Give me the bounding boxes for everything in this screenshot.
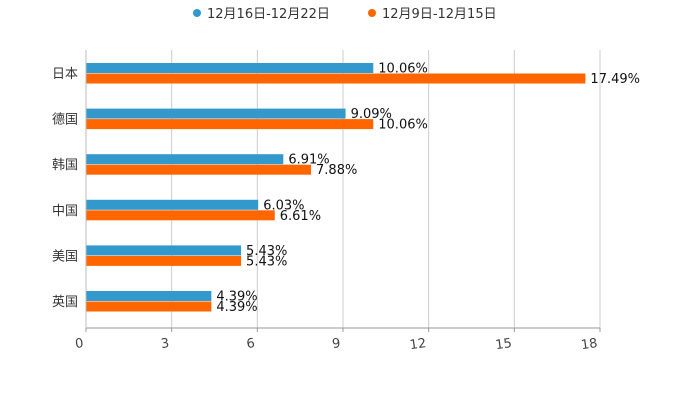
bar-2-5 [86, 255, 242, 266]
x-tick-label-9: 9 [331, 336, 341, 352]
bar-1-5 [86, 245, 242, 256]
data-label-2-2: 10.06% [378, 118, 428, 133]
category-label-1: 日本 [52, 67, 78, 82]
bars [86, 63, 586, 312]
bar-1-2 [86, 108, 346, 119]
x-tick-label-18: 18 [580, 336, 598, 353]
legend-marker-2 [368, 9, 376, 17]
legend-label-2: 12月9日-12月15日 [382, 7, 497, 22]
legend-marker-1 [193, 9, 201, 17]
bar-2-4 [86, 210, 275, 221]
x-axis: 0 3 6 9 12 15 18 [74, 50, 601, 353]
bar-2-1 [86, 73, 586, 84]
data-label-1-1: 10.06% [378, 62, 428, 77]
x-tick-label-6: 6 [246, 336, 256, 352]
gridlines [171, 50, 601, 328]
x-tick-label-15: 15 [494, 336, 512, 353]
data-label-1-5: 5.43% [246, 244, 287, 259]
category-label-2: 德国 [52, 113, 78, 128]
data-label-1-3: 6.91% [288, 153, 329, 168]
data-label-2-3: 7.88% [316, 163, 357, 178]
bar-1-3 [86, 154, 284, 165]
bar-2-6 [86, 301, 212, 312]
bar-2-3 [86, 164, 312, 175]
data-label-2-4: 6.61% [280, 209, 321, 224]
data-label-1-6: 4.39% [216, 290, 257, 305]
bar-1-6 [86, 291, 212, 301]
x-tick-label-3: 3 [160, 336, 170, 352]
data-label-2-5: 5.43% [246, 254, 287, 269]
category-label-3: 韩国 [52, 158, 78, 173]
x-tick-label-12: 12 [409, 336, 427, 353]
data-label-1-2: 9.09% [351, 107, 392, 122]
category-label-6: 英国 [52, 295, 78, 310]
legend-label-1: 12月16日-12月22日 [207, 7, 330, 22]
data-label-2-6: 4.39% [216, 300, 257, 315]
category-label-4: 中国 [52, 204, 78, 219]
data-label-2-1: 17.49% [590, 72, 640, 87]
data-label-1-4: 6.03% [263, 198, 304, 213]
bar-1-1 [86, 63, 374, 73]
data-labels: 10.06%17.49%9.09%10.06%6.91%7.88%6.03%6.… [216, 62, 640, 316]
bar-1-4 [86, 199, 259, 210]
x-tick-label-0: 0 [74, 336, 84, 352]
legend: 12月16日-12月22日 12月9日-12月15日 [193, 7, 497, 22]
bar-2-2 [86, 119, 374, 130]
category-label-5: 美国 [52, 249, 78, 264]
